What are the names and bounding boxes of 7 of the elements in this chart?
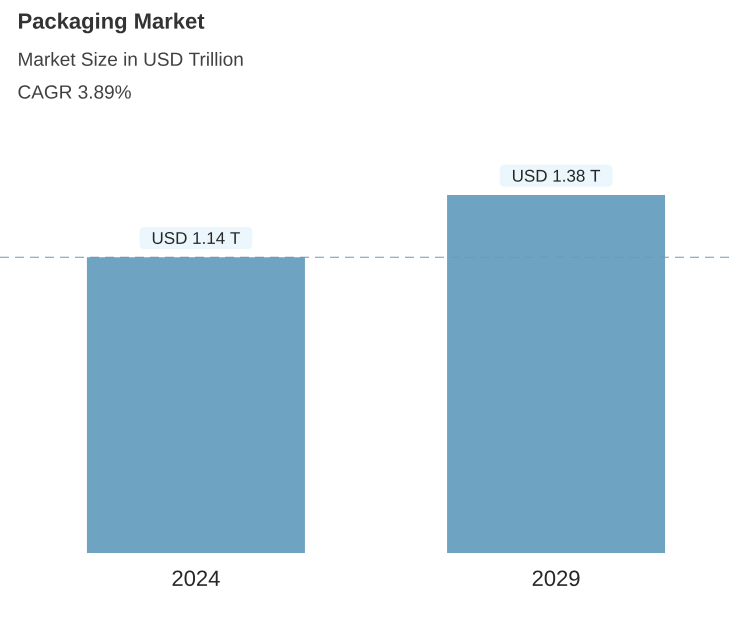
x-tick-label: 2024 [172,570,220,586]
chart-title: Packaging Market [19,12,204,34]
x-tick-label: 2029 [532,570,580,586]
data-label: USD 1.14 T [152,232,240,244]
text: CAGR 3.89% [18,85,131,99]
chart-subtitle: Market Size in USD Trillion [19,52,243,66]
data-label: USD 1.38 T [512,170,600,182]
